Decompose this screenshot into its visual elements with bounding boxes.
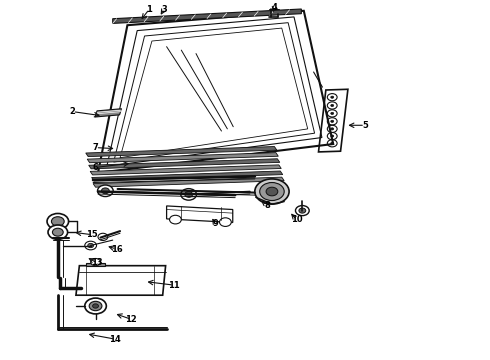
Circle shape: [101, 188, 109, 194]
Circle shape: [331, 135, 334, 137]
Circle shape: [47, 213, 69, 229]
Text: 12: 12: [125, 315, 137, 324]
Circle shape: [331, 112, 334, 114]
Text: 9: 9: [213, 219, 219, 228]
Circle shape: [85, 298, 106, 314]
Circle shape: [220, 218, 231, 226]
Text: 11: 11: [168, 281, 180, 289]
Polygon shape: [113, 9, 301, 23]
Text: 8: 8: [264, 201, 270, 210]
Circle shape: [98, 185, 113, 197]
Polygon shape: [89, 159, 280, 169]
Circle shape: [266, 187, 278, 196]
Circle shape: [181, 189, 196, 200]
Circle shape: [93, 304, 98, 308]
Circle shape: [255, 179, 289, 204]
Text: 10: 10: [291, 215, 302, 224]
Circle shape: [98, 233, 108, 240]
Polygon shape: [92, 171, 283, 181]
Text: 3: 3: [161, 4, 167, 13]
Circle shape: [91, 258, 100, 266]
Text: 13: 13: [91, 258, 103, 267]
Circle shape: [85, 241, 97, 250]
Circle shape: [299, 208, 306, 213]
Polygon shape: [95, 109, 122, 117]
Polygon shape: [87, 153, 278, 163]
Polygon shape: [86, 147, 277, 157]
Text: 5: 5: [362, 121, 368, 130]
Circle shape: [89, 301, 102, 311]
Text: 6: 6: [93, 163, 98, 172]
Text: 7: 7: [93, 143, 98, 152]
Text: 4: 4: [271, 3, 277, 12]
Circle shape: [88, 243, 94, 248]
Circle shape: [295, 206, 309, 216]
Circle shape: [48, 225, 68, 239]
Circle shape: [331, 142, 334, 144]
Polygon shape: [86, 263, 105, 266]
Circle shape: [170, 215, 181, 224]
Circle shape: [185, 192, 193, 197]
Text: 15: 15: [86, 230, 98, 239]
Circle shape: [331, 96, 334, 98]
Circle shape: [52, 228, 63, 236]
Polygon shape: [93, 177, 284, 187]
Circle shape: [331, 128, 334, 130]
Text: 2: 2: [70, 107, 75, 116]
Text: 16: 16: [111, 245, 122, 253]
Text: 1: 1: [147, 4, 152, 13]
Text: 14: 14: [109, 335, 121, 343]
Polygon shape: [90, 165, 281, 175]
Circle shape: [51, 217, 64, 226]
Circle shape: [260, 183, 284, 201]
Circle shape: [331, 104, 334, 107]
Circle shape: [331, 120, 334, 122]
